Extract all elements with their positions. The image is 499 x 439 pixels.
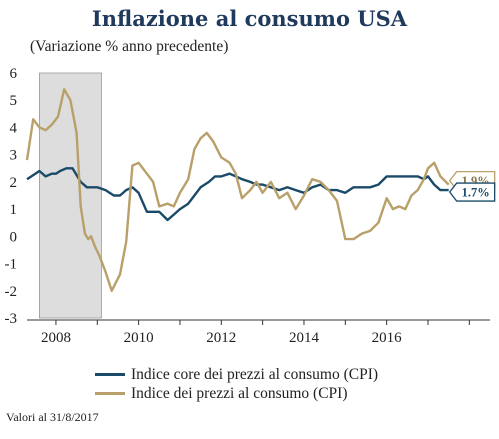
y-tick-label: -2 — [5, 284, 18, 300]
x-tick-label: 2014 — [289, 330, 320, 346]
y-tick-label: 5 — [10, 93, 18, 109]
y-tick-label: 3 — [10, 148, 18, 164]
y-tick-label: 6 — [10, 66, 18, 82]
y-tick-label: -1 — [5, 257, 18, 273]
end-label-box — [448, 182, 496, 202]
x-tick-label: 2008 — [41, 330, 71, 346]
chart-title: Inflazione al consumo USA — [91, 6, 408, 31]
end-label-1: 1.7% — [448, 182, 496, 202]
legend-label-cpi: Indice dei prezzi al consumo (CPI) — [131, 384, 348, 402]
y-tick-label: 2 — [10, 175, 18, 191]
legend-swatch-cpi — [95, 392, 125, 395]
legend: Indice core dei prezzi al consumo (CPI) … — [95, 365, 378, 403]
x-tick-label: 2016 — [372, 330, 403, 346]
series-line-1 — [25, 88, 450, 292]
legend-item-core: Indice core dei prezzi al consumo (CPI) — [95, 365, 378, 384]
y-tick-label: 0 — [10, 229, 18, 245]
chart-subtitle: (Variazione % anno precedente) — [30, 38, 229, 55]
y-tick-label: 1 — [10, 202, 18, 218]
legend-label-core: Indice core dei prezzi al consumo (CPI) — [131, 365, 379, 383]
shaded-region-0 — [39, 72, 102, 319]
legend-item-cpi: Indice dei prezzi al consumo (CPI) — [95, 384, 378, 403]
footnote: Valori al 31/8/2017 — [6, 410, 99, 424]
x-tick-label: 2012 — [206, 330, 236, 346]
end-label-text: 1.7% — [462, 186, 490, 200]
legend-swatch-core — [95, 373, 125, 376]
x-tick-label: 2010 — [124, 330, 154, 346]
series-line-0 — [26, 167, 449, 222]
y-tick-label: 4 — [10, 120, 18, 136]
y-tick-label: -3 — [5, 311, 18, 327]
